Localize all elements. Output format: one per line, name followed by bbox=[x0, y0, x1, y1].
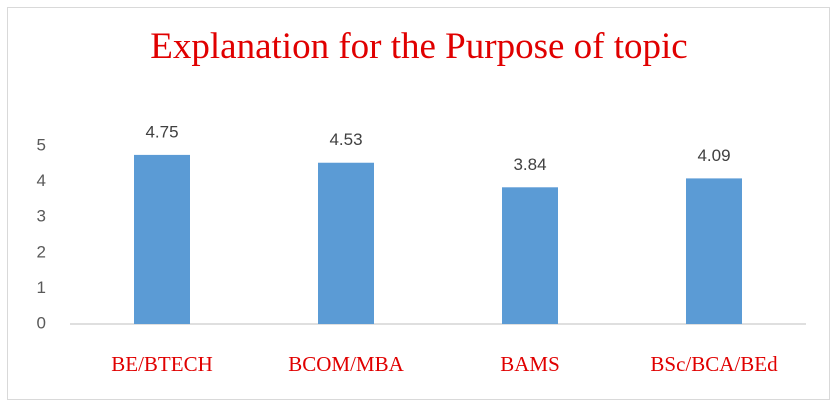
y-tick-label: 3 bbox=[37, 207, 46, 226]
bar bbox=[134, 154, 190, 324]
x-tick-label: BSc/BCA/BEd bbox=[650, 352, 778, 376]
x-tick-label: BE/BTECH bbox=[111, 352, 213, 376]
bar bbox=[686, 178, 742, 324]
bar bbox=[318, 162, 374, 324]
y-tick-label: 5 bbox=[37, 135, 46, 154]
data-label: 4.09 bbox=[697, 146, 730, 165]
y-tick-label: 1 bbox=[37, 278, 46, 297]
y-tick-label: 4 bbox=[37, 171, 46, 190]
chart-title: Explanation for the Purpose of topic bbox=[150, 26, 688, 67]
data-label: 4.53 bbox=[329, 130, 362, 149]
bar bbox=[502, 187, 558, 324]
x-tick-label: BCOM/MBA bbox=[288, 352, 404, 376]
y-tick-label: 2 bbox=[37, 242, 46, 261]
x-tick-label: BAMS bbox=[500, 352, 560, 376]
y-tick-label: 0 bbox=[37, 313, 46, 332]
data-label: 4.75 bbox=[145, 122, 178, 141]
data-label: 3.84 bbox=[513, 155, 546, 174]
